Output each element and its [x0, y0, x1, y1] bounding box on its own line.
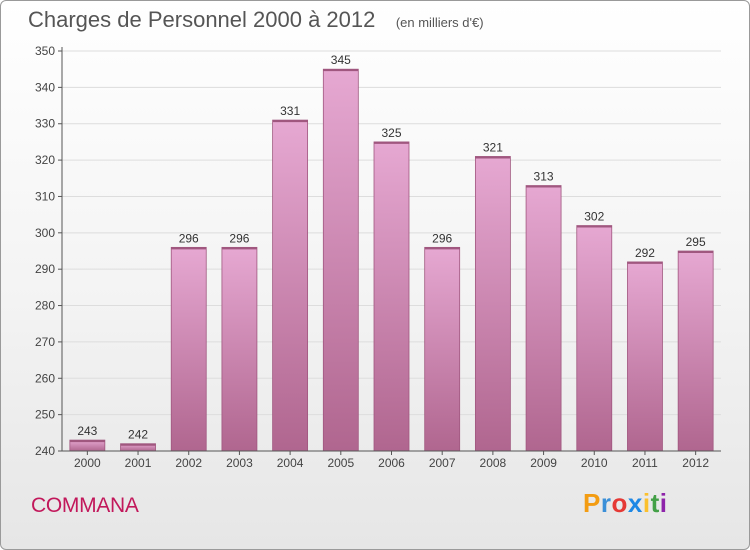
data-label-2009: 313 — [534, 170, 554, 184]
data-label-2007: 296 — [432, 231, 452, 245]
y-tick-label: 350 — [35, 44, 55, 58]
logo-letter: r — [600, 488, 612, 518]
x-tick-label-2009: 2009 — [530, 456, 557, 470]
chart-title: Charges de Personnel 2000 à 2012 — [28, 7, 376, 32]
axes: 240 250 260 270 280 290 300 310 320 330 340 350 2000… — [35, 44, 721, 470]
x-tick-label-2000: 2000 — [74, 456, 101, 470]
bar-2009 — [525, 185, 562, 452]
bar-2007 — [424, 246, 461, 452]
y-tick-label: 240 — [35, 444, 55, 458]
data-label-2000: 243 — [77, 424, 97, 438]
x-tick-label-2012: 2012 — [682, 456, 709, 470]
y-tick-label: 260 — [35, 371, 55, 385]
y-tick-label: 300 — [35, 226, 55, 240]
y-tick-label: 340 — [35, 80, 55, 94]
title-row: Charges de Personnel 2000 à 2012 (en mil… — [28, 7, 484, 33]
data-label-2005: 345 — [331, 53, 351, 67]
bar-2004 — [272, 119, 309, 452]
data-label-2008: 321 — [483, 140, 503, 154]
proxiti-logo[interactable]: Proxiti — [583, 488, 667, 519]
x-tick-label-2008: 2008 — [480, 456, 507, 470]
x-tick-label-2002: 2002 — [175, 456, 202, 470]
data-label-2012: 295 — [686, 235, 706, 249]
data-label-2010: 302 — [584, 210, 604, 224]
logo-letter: o — [611, 488, 628, 518]
y-tick-label: 320 — [35, 153, 55, 167]
x-tick-label-2005: 2005 — [327, 456, 354, 470]
data-label-2004: 331 — [280, 104, 300, 118]
x-tick-label-2003: 2003 — [226, 456, 253, 470]
x-tick-label-2001: 2001 — [125, 456, 152, 470]
bar-2002 — [170, 246, 207, 452]
data-label-2011: 292 — [635, 246, 655, 260]
logo-letter: P — [583, 488, 601, 518]
logo-letter: i — [659, 488, 668, 518]
y-tick-label: 330 — [35, 117, 55, 131]
bar-2006 — [373, 141, 410, 452]
x-tick-label-2007: 2007 — [429, 456, 456, 470]
x-tick-label-2006: 2006 — [378, 456, 405, 470]
bar-2003 — [221, 246, 258, 452]
data-label-2002: 296 — [179, 231, 199, 245]
x-tick-label-2010: 2010 — [581, 456, 608, 470]
logo-letter: x — [627, 488, 643, 518]
chart-subtitle: (en milliers d'€) — [395, 15, 484, 30]
y-tick-label: 290 — [35, 262, 55, 276]
data-label-2003: 296 — [229, 231, 249, 245]
x-tick-label-2011: 2011 — [632, 456, 658, 470]
data-label-2001: 242 — [128, 428, 148, 442]
y-tick-label: 270 — [35, 335, 55, 349]
logo-letter: i — [642, 488, 651, 518]
bar-2005 — [322, 68, 359, 452]
logo-letter: t — [650, 488, 660, 518]
y-tick-label: 250 — [35, 408, 55, 422]
commune-name: COMMANA — [31, 494, 139, 517]
y-tick-label: 280 — [35, 299, 55, 313]
x-tick-label-2004: 2004 — [277, 456, 304, 470]
data-label-2006: 325 — [381, 126, 401, 140]
bars: 243 242 296 296 331 345 325 296 321 313 302 292 295 — [69, 53, 714, 452]
bar-2010 — [576, 225, 613, 452]
bar-2008 — [474, 156, 511, 452]
y-tick-label: 310 — [35, 189, 55, 203]
bar-2011 — [627, 261, 663, 452]
bar-2012 — [677, 250, 714, 452]
